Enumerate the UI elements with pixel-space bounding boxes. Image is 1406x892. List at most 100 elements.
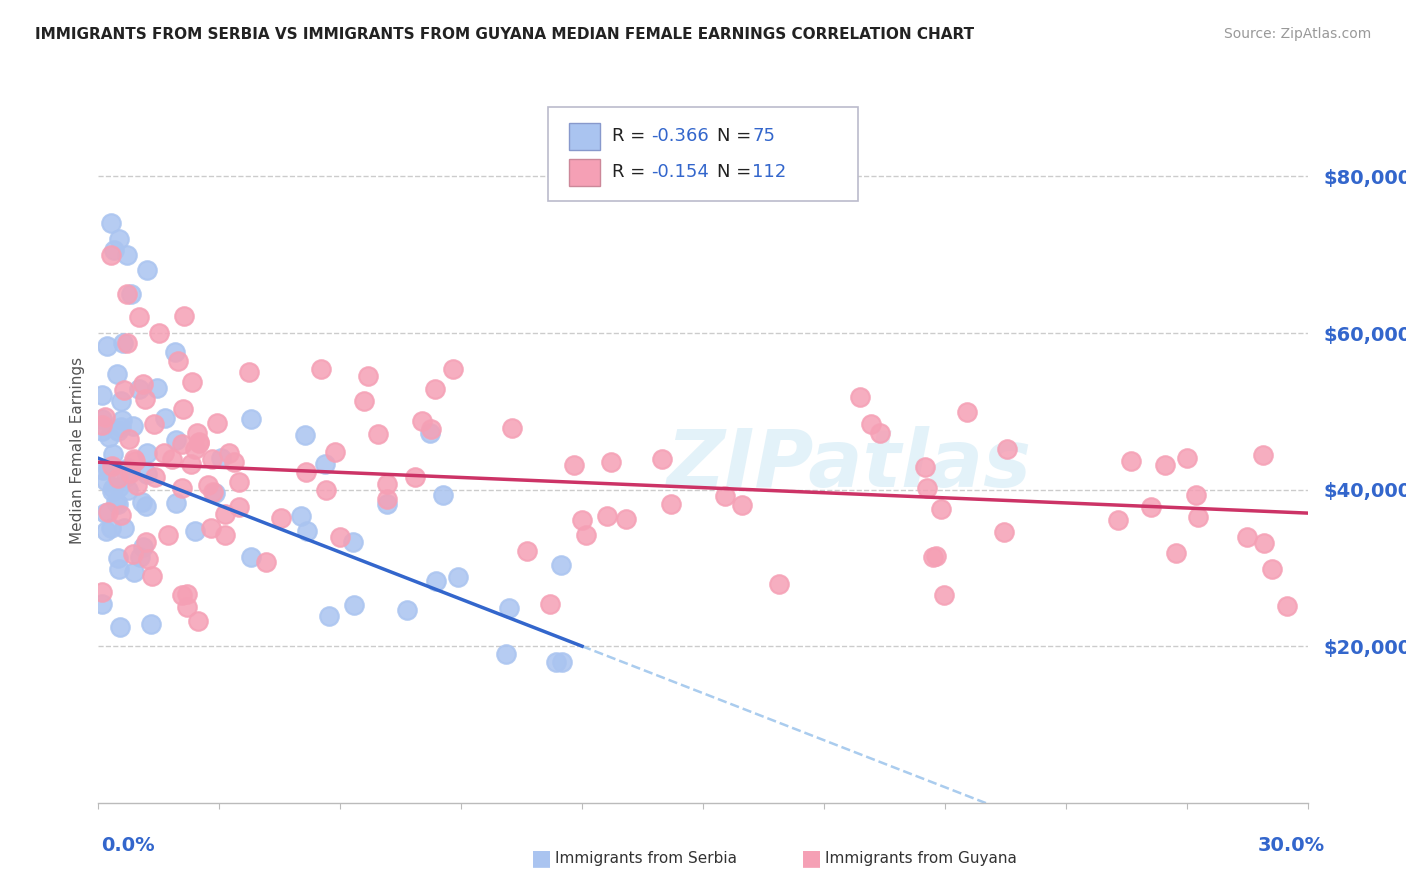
- Point: [111, 413, 134, 427]
- Point: [432, 488, 454, 502]
- Point: [869, 425, 891, 440]
- Point: [202, 485, 225, 500]
- Text: -0.154: -0.154: [651, 163, 709, 181]
- Point: [107, 497, 129, 511]
- Text: N =: N =: [717, 128, 756, 145]
- Point: [115, 335, 138, 350]
- Point: [117, 483, 139, 497]
- Point: [551, 655, 574, 669]
- Point: [238, 365, 260, 379]
- Text: Immigrants from Guyana: Immigrants from Guyana: [825, 851, 1017, 865]
- Point: [101, 483, 124, 498]
- Point: [91, 418, 114, 433]
- Point: [915, 481, 938, 495]
- Point: [135, 263, 157, 277]
- Point: [357, 368, 380, 383]
- Point: [516, 543, 538, 558]
- Point: [713, 488, 735, 502]
- Point: [135, 500, 157, 514]
- Point: [995, 442, 1018, 456]
- Point: [353, 393, 375, 408]
- Point: [214, 528, 236, 542]
- Point: [184, 524, 207, 538]
- Point: [1277, 599, 1299, 613]
- Point: [447, 570, 470, 584]
- Text: -0.366: -0.366: [651, 128, 709, 145]
- Point: [173, 309, 195, 323]
- Point: [114, 470, 136, 484]
- Point: [125, 478, 148, 492]
- Text: R =: R =: [612, 128, 651, 145]
- Point: [135, 467, 157, 481]
- Point: [295, 466, 318, 480]
- Point: [921, 550, 943, 565]
- Point: [115, 286, 138, 301]
- Point: [1107, 513, 1129, 527]
- Point: [128, 382, 150, 396]
- Point: [94, 474, 117, 488]
- Point: [124, 454, 146, 468]
- Point: [91, 388, 114, 402]
- Text: N =: N =: [717, 163, 756, 181]
- Point: [343, 598, 366, 612]
- Point: [142, 417, 165, 431]
- Point: [575, 528, 598, 542]
- Point: [132, 540, 155, 554]
- Point: [115, 248, 138, 262]
- Point: [100, 521, 122, 535]
- Text: ■: ■: [531, 848, 551, 868]
- Point: [165, 433, 187, 447]
- Point: [651, 452, 673, 467]
- Point: [859, 417, 882, 431]
- Point: [100, 458, 122, 473]
- Point: [91, 585, 114, 599]
- Text: IMMIGRANTS FROM SERBIA VS IMMIGRANTS FROM GUYANA MEDIAN FEMALE EARNINGS CORRELAT: IMMIGRANTS FROM SERBIA VS IMMIGRANTS FRO…: [35, 27, 974, 42]
- Text: Immigrants from Serbia: Immigrants from Serbia: [555, 851, 737, 865]
- Point: [239, 549, 262, 564]
- Point: [170, 437, 193, 451]
- Point: [600, 455, 623, 469]
- Point: [1154, 458, 1177, 472]
- Point: [112, 336, 135, 351]
- Point: [270, 511, 292, 525]
- Point: [120, 466, 142, 480]
- Point: [96, 524, 118, 538]
- Point: [425, 382, 447, 396]
- Text: Source: ZipAtlas.com: Source: ZipAtlas.com: [1223, 27, 1371, 41]
- Point: [395, 603, 418, 617]
- Point: [155, 411, 177, 425]
- Point: [120, 286, 142, 301]
- Point: [107, 425, 129, 439]
- Point: [929, 501, 952, 516]
- Point: [94, 507, 117, 521]
- Point: [224, 455, 246, 469]
- Point: [1251, 449, 1274, 463]
- Point: [849, 391, 872, 405]
- Point: [110, 393, 132, 408]
- Point: [153, 446, 176, 460]
- Point: [141, 568, 163, 582]
- Point: [993, 524, 1015, 539]
- Point: [254, 555, 277, 569]
- Text: 0.0%: 0.0%: [101, 836, 155, 855]
- Point: [205, 416, 228, 430]
- Point: [122, 418, 145, 433]
- Point: [200, 521, 222, 535]
- Point: [145, 470, 167, 484]
- Point: [1253, 536, 1275, 550]
- Point: [1119, 453, 1142, 467]
- Point: [118, 432, 141, 446]
- Point: [97, 505, 120, 519]
- Point: [956, 404, 979, 418]
- Point: [228, 475, 250, 489]
- Point: [314, 458, 336, 472]
- Point: [104, 495, 127, 509]
- Point: [122, 451, 145, 466]
- Point: [146, 381, 169, 395]
- Point: [167, 353, 190, 368]
- Point: [103, 446, 125, 460]
- Point: [218, 445, 240, 459]
- Point: [377, 492, 399, 507]
- Point: [419, 426, 441, 441]
- Point: [122, 565, 145, 579]
